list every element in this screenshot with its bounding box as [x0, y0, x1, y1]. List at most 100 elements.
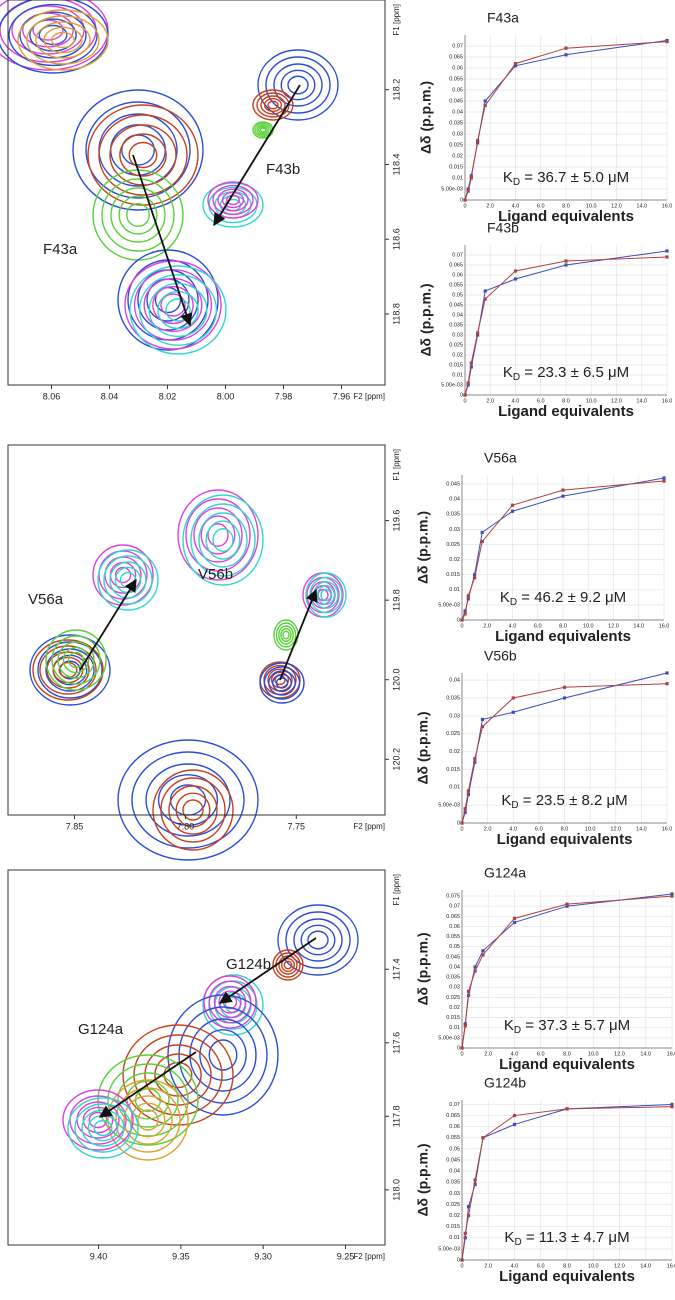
contour: [217, 188, 249, 212]
peak-label: G124a: [78, 1021, 124, 1038]
y-tick-label: 0.06: [449, 924, 460, 930]
y-tick-label: 0.015: [446, 767, 460, 773]
x-tick-label: 8.0: [563, 1051, 571, 1057]
y-tick-label: 0.01: [452, 175, 463, 181]
data-point: [665, 255, 669, 259]
x-tick-label: 9.25: [337, 1251, 355, 1261]
contour: [273, 63, 323, 107]
data-point: [466, 594, 470, 598]
contour: [275, 677, 289, 689]
spectrum-frame: [7, 869, 386, 1246]
data-point: [476, 331, 480, 335]
y-axis-label: Δδ (p.p.m.): [415, 933, 431, 1006]
contour: [145, 763, 231, 837]
data-point: [476, 139, 480, 143]
x-tick-label: 16.0: [667, 1263, 675, 1269]
contour: [182, 799, 204, 821]
x-tick-label: 8.00: [217, 391, 235, 401]
y-tick-label: 118.2: [391, 79, 401, 101]
kd-annotation: KD = 23.5 ± 8.2 μM: [501, 792, 627, 811]
y-tick-label: 0.045: [446, 482, 460, 488]
x-tick-label: 10.0: [586, 398, 597, 404]
contour: [208, 1039, 238, 1071]
kd-subscript: D: [514, 1025, 521, 1036]
data-point: [564, 259, 568, 263]
contour: [35, 21, 91, 59]
y-tick-label: 0.035: [449, 322, 463, 328]
data-point: [466, 381, 470, 385]
contour: [88, 1111, 108, 1129]
contour: [119, 133, 167, 177]
series-line: [461, 683, 668, 824]
x-tick-label: 12.0: [611, 398, 622, 404]
contour: [126, 1080, 170, 1120]
data-point: [473, 969, 477, 973]
y-tick-label: 0.06: [449, 1124, 460, 1130]
spectrum-frame: [7, 0, 386, 386]
y-tick-label: 0.015: [446, 572, 460, 578]
x-tick-label: 14.0: [640, 1051, 651, 1057]
x-tick-label: 7.98: [275, 391, 293, 401]
kd-annotation: KD = 37.3 ± 5.7 μM: [504, 1017, 630, 1036]
contour: [134, 1088, 162, 1112]
contour: [11, 5, 85, 55]
contour: [202, 974, 264, 1036]
contour: [128, 141, 158, 169]
y-tick-label: 0: [457, 1045, 460, 1051]
data-point: [670, 892, 674, 896]
data-point: [466, 597, 470, 601]
data-point: [469, 361, 473, 365]
x-tick-label: 10.0: [586, 203, 597, 209]
y-tick-label: 0.035: [446, 695, 460, 701]
contour: [157, 774, 219, 826]
x-tick-label: 4.0: [509, 826, 517, 832]
y-tick-label: 0.07: [452, 252, 463, 258]
y-tick-label: 0: [460, 197, 463, 203]
contour: [29, 634, 111, 706]
contour: [175, 792, 211, 828]
spectrum-panel: [0, 0, 339, 355]
data-point: [463, 807, 467, 811]
x-tick-label: 7.85: [66, 821, 84, 831]
y-tick-label: 0.065: [449, 262, 463, 268]
y-tick-label: 0.01: [452, 372, 463, 378]
data-point: [469, 176, 473, 180]
y-tick-label: 0.02: [452, 352, 463, 358]
x-tick-label: 2.0: [483, 623, 491, 629]
contour: [101, 178, 175, 252]
y-axis-label: Δδ (p.p.m.): [415, 1144, 431, 1217]
data-point: [662, 479, 666, 483]
x-axis-label: F2 [ppm]: [353, 1252, 385, 1261]
contour: [39, 645, 97, 695]
data-point: [466, 1213, 471, 1218]
contour: [26, 15, 100, 65]
x-tick-label: 14.0: [636, 203, 647, 209]
x-tick-label: 16.0: [662, 203, 673, 209]
contour: [85, 101, 191, 199]
contour: [254, 122, 272, 138]
shift-arrow: [79, 578, 137, 671]
contour: [207, 181, 259, 219]
y-tick-label: 0.06: [452, 65, 463, 71]
contour: [274, 674, 286, 686]
contour: [305, 572, 347, 618]
x-tick-label: 4.0: [511, 1263, 519, 1269]
contour: [163, 1061, 193, 1089]
contour: [168, 785, 218, 835]
contour: [280, 628, 292, 643]
x-tick-label: 2.0: [484, 1263, 492, 1269]
data-point: [512, 1113, 517, 1118]
contour: [256, 124, 270, 136]
kd-annotation: KD = 36.7 ± 5.0 μM: [503, 169, 629, 188]
x-tick-label: 2.0: [484, 826, 492, 832]
contour: [131, 751, 245, 849]
y-tick-label: 0.03: [449, 713, 460, 719]
data-point: [483, 289, 487, 293]
data-point: [511, 696, 515, 700]
contour: [114, 566, 132, 584]
y-tick-label: 0.065: [446, 1113, 460, 1119]
y-tick-label: 0.01: [449, 1235, 460, 1241]
data-point: [463, 393, 467, 397]
contour: [259, 127, 267, 133]
x-tick-label: 12.0: [608, 623, 619, 629]
